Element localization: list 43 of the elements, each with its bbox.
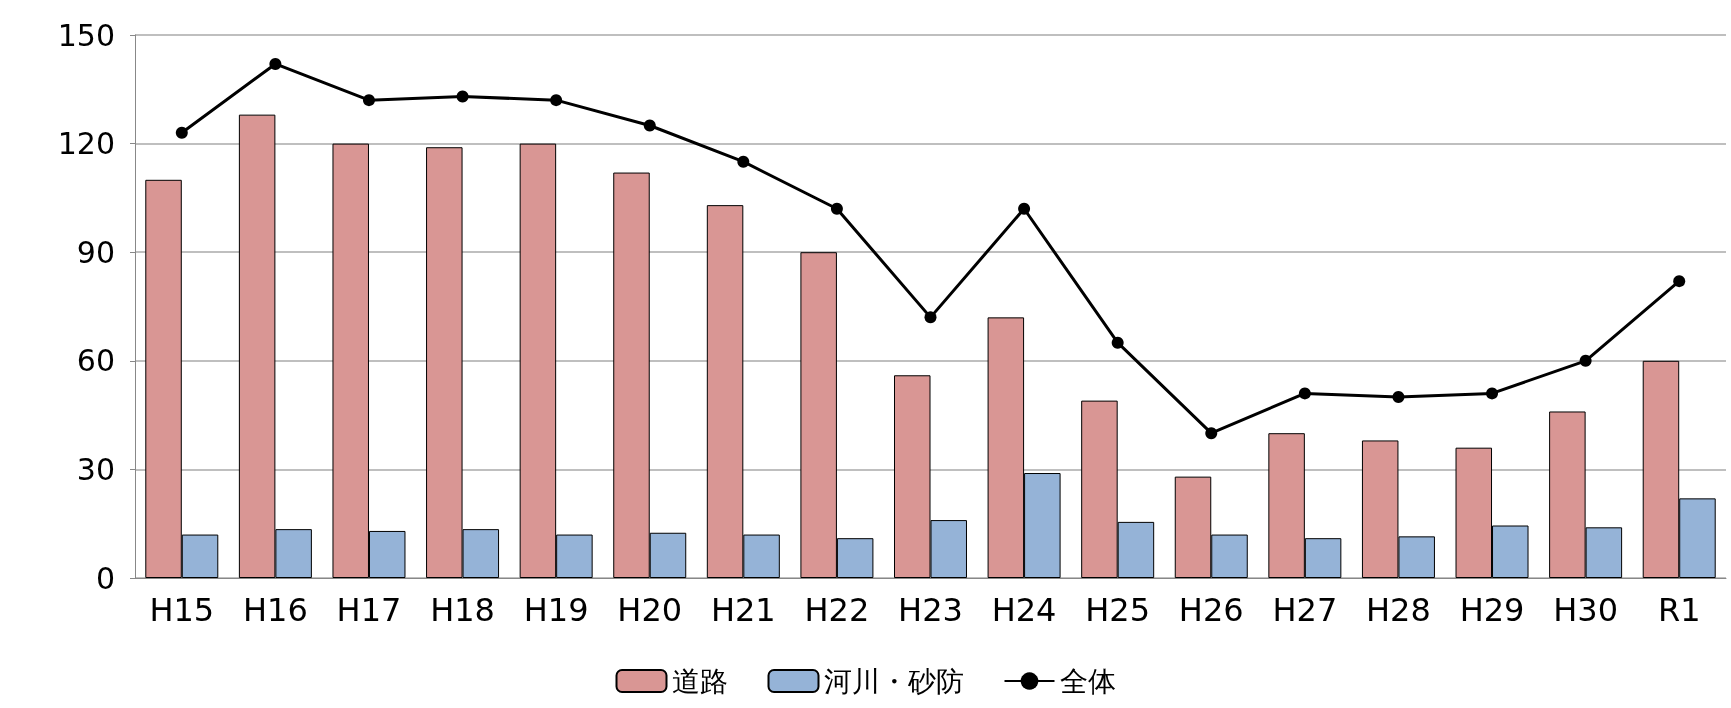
x-tick-label: H21 <box>710 591 776 629</box>
x-tick-label: H26 <box>1178 591 1244 629</box>
point <box>269 57 282 70</box>
y-tick-label: 0 <box>95 560 115 596</box>
point <box>1018 202 1031 215</box>
x-tick-label: H30 <box>1553 591 1619 629</box>
point <box>362 94 375 107</box>
y-tick-label: 120 <box>57 126 115 162</box>
legend-label: 河川・砂防 <box>823 664 964 698</box>
point <box>456 90 469 103</box>
point <box>1298 387 1311 400</box>
y-tick-label: 90 <box>76 234 115 270</box>
legend-label: 全体 <box>1059 664 1116 698</box>
y-tick-label: 30 <box>76 451 115 487</box>
legend-label: 道路 <box>671 664 728 698</box>
x-tick-label: H20 <box>617 591 683 629</box>
point <box>830 202 843 215</box>
point <box>175 126 188 139</box>
point <box>1392 391 1405 403</box>
x-tick-label: H15 <box>149 591 215 629</box>
point <box>1205 427 1218 440</box>
x-tick-label: H28 <box>1366 591 1431 629</box>
x-tick-label: H18 <box>430 591 495 629</box>
x-tick-label: H22 <box>804 591 870 629</box>
x-tick-label: H27 <box>1272 591 1338 629</box>
y-tick-label: 60 <box>76 343 115 379</box>
x-tick-label: H16 <box>242 591 308 629</box>
y-tick-label: 150 <box>57 17 115 53</box>
x-tick-label: H24 <box>991 591 1057 629</box>
point <box>924 311 937 324</box>
x-tick-label: R1 <box>1657 591 1701 629</box>
point <box>1673 275 1686 288</box>
point <box>737 155 750 168</box>
x-tick-label: H25 <box>1085 591 1151 629</box>
x-tick-label: H29 <box>1459 591 1525 629</box>
point <box>550 94 563 107</box>
point <box>1579 354 1592 367</box>
point <box>1111 336 1124 349</box>
x-tick-label: H19 <box>523 591 589 629</box>
point <box>1486 387 1499 400</box>
x-tick-label: H23 <box>898 591 963 629</box>
point <box>643 119 656 132</box>
x-tick-label: H17 <box>336 591 402 629</box>
